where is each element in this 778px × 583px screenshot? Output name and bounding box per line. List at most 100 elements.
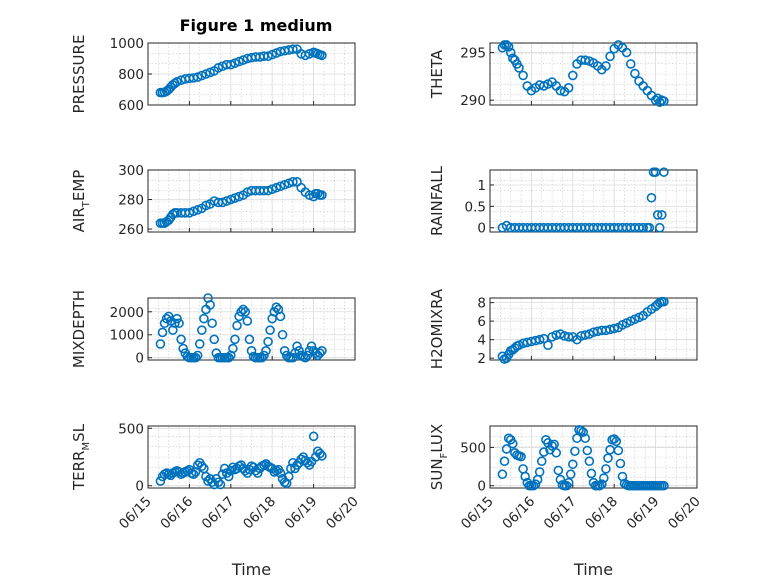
- x-tick-label: 06/19: [282, 494, 321, 533]
- data-point: [644, 222, 655, 233]
- data-point: [300, 50, 311, 61]
- data-point: [499, 456, 510, 467]
- data-point: [223, 352, 234, 363]
- x-tick-label: 06/20: [323, 494, 362, 533]
- data-point: [230, 58, 240, 68]
- data-point: [659, 480, 669, 491]
- data-point: [659, 167, 669, 177]
- y-axis-label: THETA: [428, 49, 446, 99]
- data-point: [563, 83, 574, 93]
- axes-5: 0 1000 2000 MIXDEPTH: [70, 290, 356, 368]
- data-point: [654, 97, 665, 107]
- data-point: [240, 465, 251, 476]
- data-point: [530, 479, 541, 489]
- data-point: [244, 334, 255, 345]
- x-tick-label: 06/17: [199, 494, 238, 533]
- data-point: [567, 70, 578, 81]
- data-point: [518, 70, 528, 81]
- data-point: [520, 471, 530, 482]
- data-point: [194, 339, 205, 349]
- data-point: [172, 76, 182, 87]
- data-point: [271, 302, 282, 312]
- data-point: [228, 343, 238, 354]
- data-point: [621, 47, 632, 58]
- data-point: [209, 334, 220, 345]
- y-axis-label: SUNFLUX: [428, 424, 450, 490]
- data-point: [213, 63, 224, 73]
- axes-border: [147, 425, 356, 489]
- data-point: [501, 444, 512, 454]
- data-point: [288, 352, 298, 363]
- data-point: [217, 469, 228, 480]
- y-tick-label: 4: [477, 333, 486, 349]
- data-point: [630, 68, 640, 79]
- data-point: [308, 431, 319, 442]
- data-point: [205, 67, 215, 78]
- data-point: [228, 462, 238, 473]
- y-axis-label: H2OMIXRA: [428, 288, 446, 369]
- y-tick-label: 0: [135, 479, 144, 495]
- data-point: [505, 47, 516, 58]
- data-point: [215, 479, 226, 490]
- x-tick-label: 06/17: [541, 494, 580, 533]
- data-point: [288, 177, 298, 187]
- data-point: [234, 191, 244, 202]
- data-point: [547, 441, 557, 451]
- data-point: [174, 318, 184, 329]
- y-axis-label: PRESSURE: [70, 35, 88, 114]
- y-axis-label: MIXDEPTH: [70, 290, 88, 368]
- data-point: [553, 465, 564, 476]
- data-point: [534, 334, 545, 345]
- data-point: [201, 200, 211, 211]
- data-point: [170, 318, 180, 329]
- data-point: [246, 346, 257, 356]
- data-point: [238, 304, 249, 315]
- data-point: [578, 427, 588, 437]
- data-point: [221, 196, 232, 206]
- data-point: [242, 316, 253, 326]
- data-point: [582, 445, 593, 456]
- axes-6: 2 4 6 8 H2OMIXRA: [428, 288, 698, 369]
- y-tick-label: 500: [460, 440, 486, 456]
- data-point: [549, 439, 559, 450]
- data-point: [609, 323, 620, 334]
- y-tick-label: 0: [477, 221, 486, 237]
- data-point: [555, 85, 566, 96]
- data-point: [304, 346, 315, 356]
- x-tick-label: 06/19: [624, 494, 663, 533]
- data-point: [267, 49, 278, 60]
- data-point: [236, 306, 246, 317]
- data-point: [279, 179, 290, 190]
- x-axis-label: Time: [573, 560, 613, 579]
- y-tick-label: 1000: [110, 36, 144, 52]
- data-point: [601, 464, 611, 474]
- data-point: [188, 73, 199, 83]
- data-point: [261, 346, 271, 356]
- data-point: [226, 59, 236, 70]
- axes-border: [147, 169, 356, 233]
- data-point: [230, 334, 240, 345]
- data-point: [613, 445, 624, 456]
- data-point: [603, 453, 613, 463]
- x-axis-label: Time: [231, 560, 271, 579]
- y-tick-label: 2: [477, 351, 486, 367]
- data-point: [659, 96, 669, 106]
- data-point: [599, 473, 609, 483]
- data-point: [259, 350, 269, 361]
- y-tick-label: 800: [118, 67, 144, 83]
- data-point: [263, 185, 273, 196]
- data-point: [192, 205, 203, 215]
- data-point: [563, 332, 574, 342]
- data-point: [646, 192, 657, 203]
- data-point: [267, 184, 278, 194]
- data-point: [288, 44, 298, 55]
- data-point: [543, 340, 553, 350]
- data-point: [312, 188, 323, 199]
- data-point: [659, 296, 669, 307]
- data-point: [207, 318, 217, 329]
- data-point: [539, 447, 549, 457]
- data-point: [601, 61, 611, 71]
- x-tick-label: 06/16: [157, 494, 196, 533]
- data-point: [567, 459, 578, 470]
